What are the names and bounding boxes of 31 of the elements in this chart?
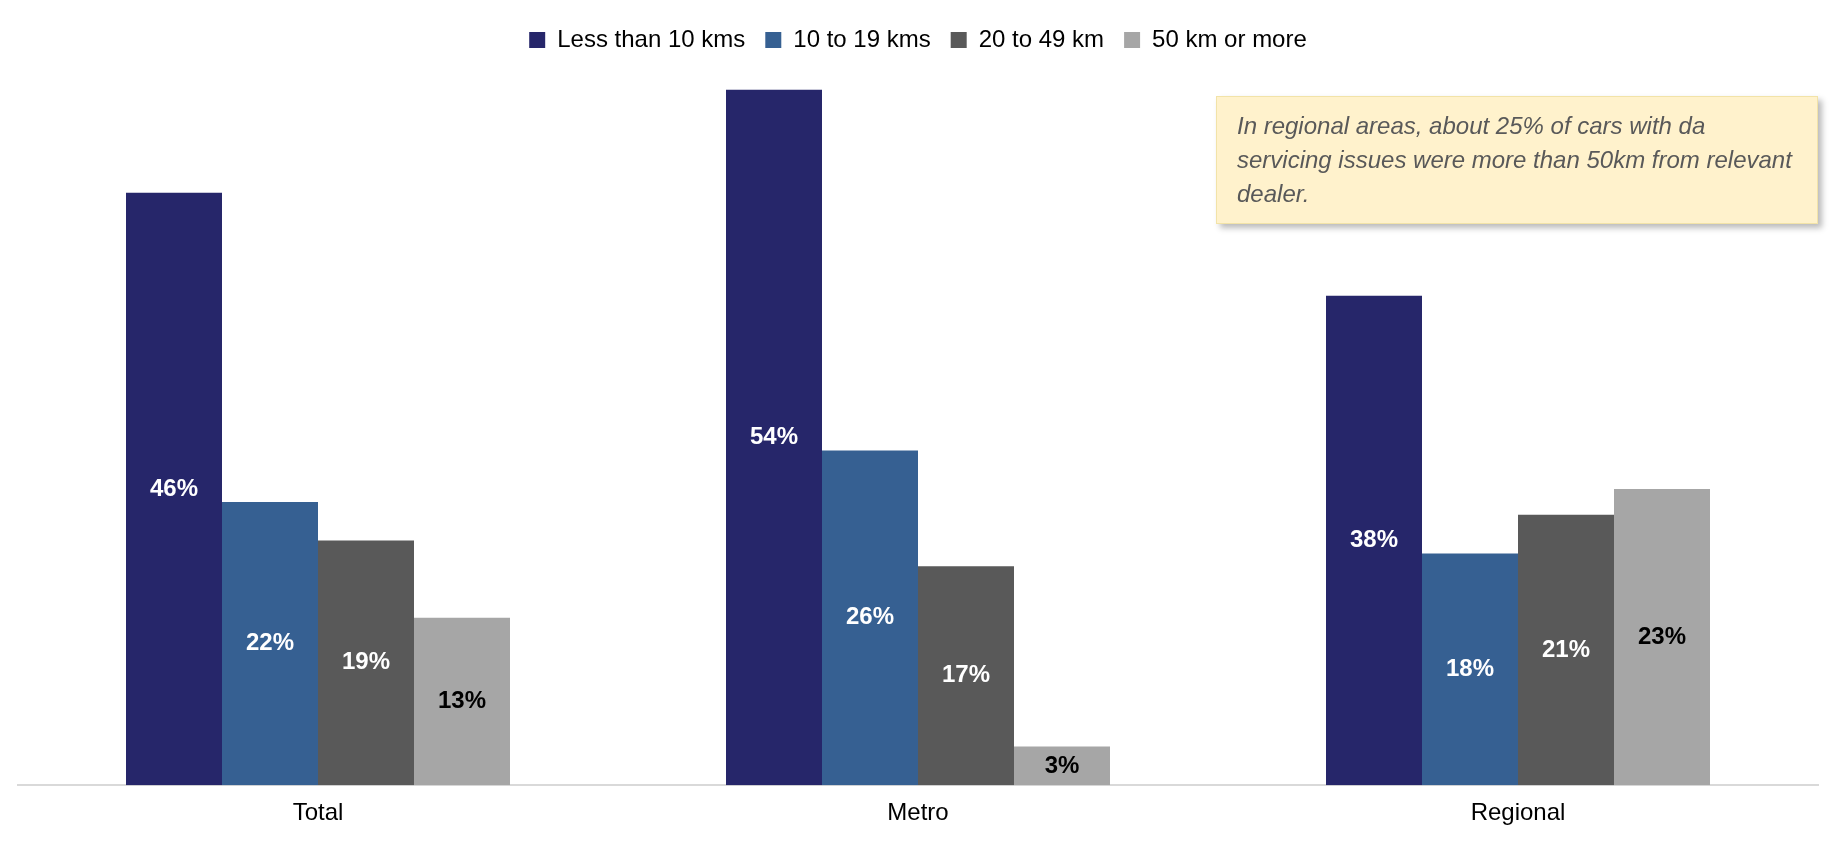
bar bbox=[822, 450, 918, 786]
bar bbox=[1422, 553, 1518, 786]
data-label: 38% bbox=[1349, 525, 1399, 553]
bar bbox=[918, 566, 1014, 786]
x-tick-label: Total bbox=[292, 798, 344, 826]
bar bbox=[126, 192, 222, 786]
bar bbox=[414, 617, 510, 786]
x-tick-label: Metro bbox=[887, 798, 949, 826]
bar bbox=[1326, 295, 1422, 786]
data-label: 21% bbox=[1541, 634, 1591, 662]
data-label: 18% bbox=[1445, 653, 1495, 681]
legend-label: 20 to 49 km bbox=[978, 24, 1105, 52]
bar bbox=[1518, 514, 1614, 786]
data-label: 19% bbox=[341, 647, 391, 675]
bar bbox=[1614, 489, 1710, 786]
x-tick-label: Regional bbox=[1470, 798, 1566, 826]
data-label: 17% bbox=[941, 660, 991, 688]
legend-label: 50 km or more bbox=[1152, 24, 1307, 52]
data-label: 46% bbox=[149, 473, 199, 501]
annotation: In regional areas, about 25% of cars with da servicing issues were more than 50km from relevant dealer. bbox=[1216, 96, 1818, 224]
legend-label: 10 to 19 kms bbox=[793, 24, 931, 52]
bar bbox=[222, 501, 318, 786]
data-label: 3% bbox=[1044, 750, 1080, 778]
data-label: 54% bbox=[749, 422, 799, 450]
bar bbox=[726, 89, 822, 786]
data-label: 23% bbox=[1637, 621, 1687, 649]
legend-label: Less than 10 kms bbox=[557, 24, 746, 52]
data-label: 26% bbox=[845, 602, 895, 630]
data-label: 13% bbox=[437, 686, 487, 714]
data-label: 22% bbox=[245, 628, 295, 656]
bar bbox=[318, 540, 414, 786]
